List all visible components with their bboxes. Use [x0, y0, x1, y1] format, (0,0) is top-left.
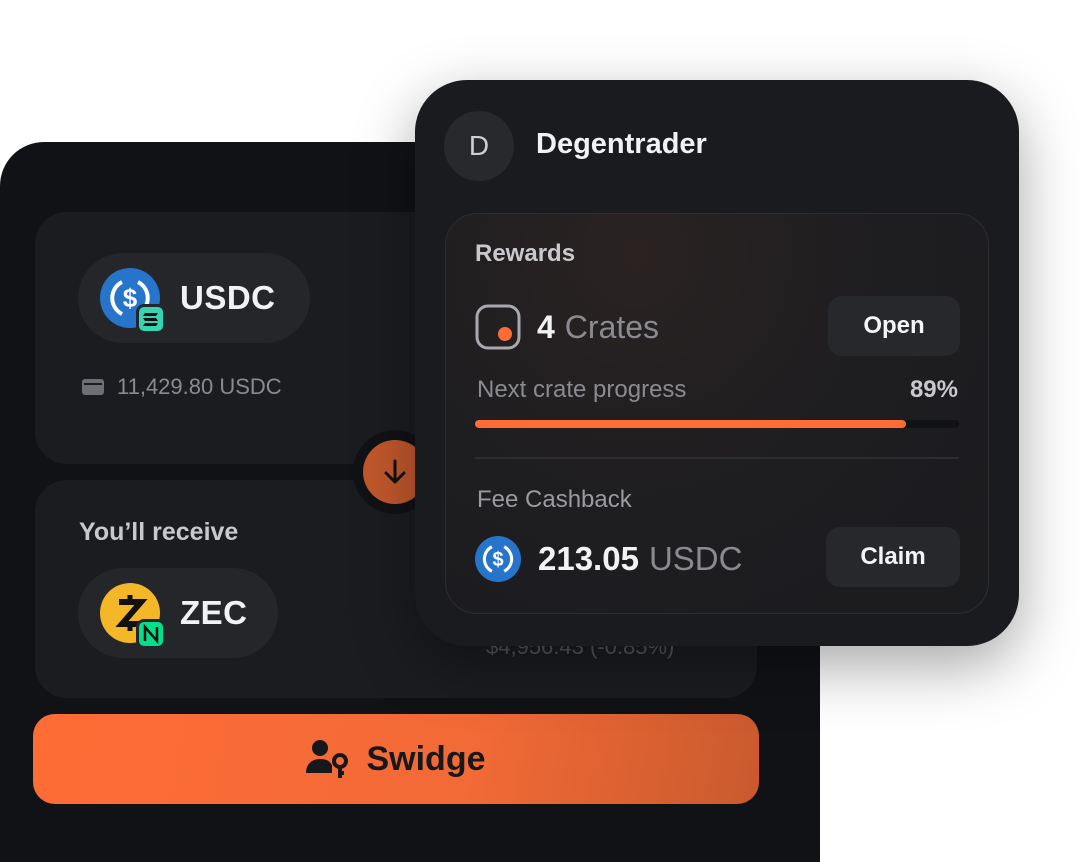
open-button[interactable]: Open [828, 296, 960, 356]
cashback-amount: $ 213.05 USDC [475, 536, 742, 582]
username: Degentrader [536, 128, 707, 160]
near-icon [136, 619, 166, 649]
from-token-name: USDC [180, 279, 276, 316]
avatar[interactable]: D [444, 111, 514, 181]
progress-fill [475, 420, 906, 428]
receive-label: You’ll receive [79, 518, 239, 546]
usdc-icon: $ [475, 536, 521, 582]
cashback-value: 213.05 [538, 540, 639, 577]
crate-icon [475, 304, 521, 350]
cashback-label: Fee Cashback [477, 486, 632, 513]
claim-button[interactable]: Claim [826, 527, 960, 587]
balance: 11,429.80 USDC [81, 374, 282, 400]
zec-icon [100, 583, 166, 649]
swidge-label: Swidge [366, 739, 486, 778]
progress-bar [475, 420, 959, 428]
crates-count: 4 Crates [475, 304, 659, 350]
wallet-icon [82, 379, 104, 395]
to-token-name: ZEC [180, 594, 248, 631]
from-token-card: $ USDC 11,429.80 USDC [35, 212, 455, 464]
usdc-icon: $ [100, 268, 166, 334]
progress-label: Next crate progress [477, 376, 687, 403]
crates-number: 4 [537, 308, 555, 345]
to-token-selector[interactable]: ZEC [78, 568, 278, 658]
cashback-unit: USDC [648, 540, 743, 577]
solana-icon [136, 304, 166, 334]
svg-text:$: $ [123, 283, 138, 313]
avatar-initial: D [468, 130, 490, 161]
balance-text: 11,429.80 USDC [117, 374, 282, 399]
rewards-card: Rewards 4 Crates Open Next crate progres… [445, 213, 989, 614]
rewards-title: Rewards [475, 240, 576, 267]
user-key-icon [306, 740, 349, 778]
divider [475, 457, 959, 459]
crates-label: Crates [564, 308, 660, 345]
svg-text:$: $ [492, 549, 503, 571]
from-token-selector[interactable]: $ USDC [78, 253, 310, 343]
arrow-down-icon [384, 459, 406, 484]
swidge-button[interactable]: Swidge [33, 714, 759, 804]
progress-percent: 89% [909, 376, 958, 403]
to-token-card: You’ll receive ZEC $4,956.43 (-0.85%) [35, 480, 757, 698]
